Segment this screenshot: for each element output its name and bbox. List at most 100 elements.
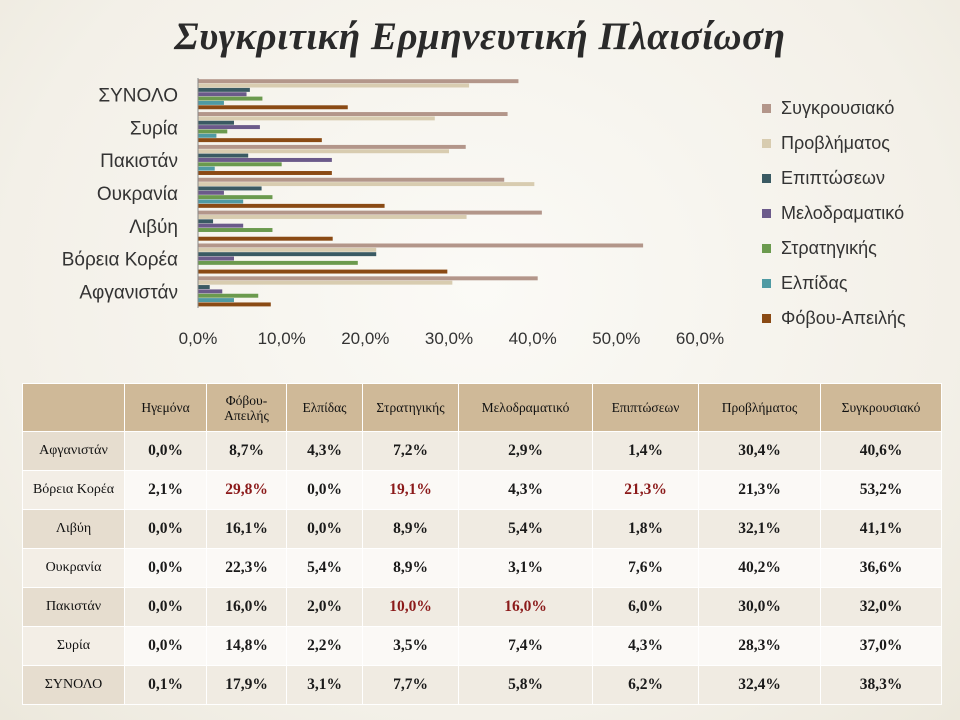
x-tick-label: 30,0% <box>425 329 473 348</box>
bar <box>198 285 210 289</box>
table-cell: 3,1% <box>286 665 363 705</box>
bar <box>198 83 470 88</box>
legend-swatch <box>762 209 771 218</box>
table-cell: 4,3% <box>592 626 699 666</box>
table-row: Βόρεια Κορέα 2,1% 29,8% 0,0% 19,1% 4,3% 21,3% 2… <box>22 470 942 510</box>
table-cell: 19,1% <box>362 470 459 510</box>
bar <box>198 125 260 130</box>
table-cell: 3,5% <box>362 626 459 666</box>
table-cell: 14,8% <box>206 626 287 666</box>
table-row: Αφγανιστάν 0,0% 8,7% 4,3% 7,2% 2,9% 1,4% 30,4% 4… <box>22 431 942 471</box>
bar <box>198 256 234 261</box>
bar <box>198 214 467 219</box>
table-cell: 1,4% <box>592 431 699 471</box>
bar <box>198 298 234 303</box>
table-cell: 3,1% <box>458 548 593 588</box>
bar <box>198 105 348 110</box>
table-cell: 30,4% <box>698 431 821 471</box>
bar <box>198 199 244 204</box>
bar <box>198 195 273 200</box>
table-row-label: Συρία <box>22 626 125 666</box>
table-cell: 17,9% <box>206 665 287 705</box>
table-cell: 6,0% <box>592 587 699 627</box>
table-cell: 5,4% <box>458 509 593 549</box>
bar <box>198 228 273 232</box>
x-tick-label: 60,0% <box>676 329 724 348</box>
table-cell: 7,2% <box>362 431 459 471</box>
table-cell: 0,0% <box>124 587 207 627</box>
table-cell: 21,3% <box>592 470 699 510</box>
table-cell: 7,7% <box>362 665 459 705</box>
table-row-label: ΣΥΝΟΛΟ <box>22 665 125 705</box>
bar <box>198 120 234 125</box>
table-cell: 0,0% <box>124 431 207 471</box>
table-row: Ουκρανία 0,0% 22,3% 5,4% 8,9% 3,1% 7,6% 40,2% 36… <box>22 548 942 588</box>
table-cell: 7,4% <box>458 626 593 666</box>
table-header-cell: Προβλήματος <box>698 383 821 432</box>
bar <box>198 269 448 274</box>
bar <box>198 219 214 224</box>
table-corner-cell <box>22 383 125 432</box>
comparative-framing-table: Ηγεμόνα Φόβου-Απειλής Ελπίδας Στρατηγική… <box>22 383 942 705</box>
bar <box>198 129 228 134</box>
table-cell: 22,3% <box>206 548 287 588</box>
table-cell: 16,1% <box>206 509 287 549</box>
table-cell: 36,6% <box>820 548 942 588</box>
bar <box>198 133 217 138</box>
table-cell: 32,4% <box>698 665 821 705</box>
bar <box>198 247 377 252</box>
bar <box>198 182 535 187</box>
bar <box>198 166 215 171</box>
table-cell: 7,6% <box>592 548 699 588</box>
table-header-row: Ηγεμόνα Φόβου-Απειλής Ελπίδας Στρατηγική… <box>22 383 942 432</box>
x-tick-label: 10,0% <box>258 329 306 348</box>
bar <box>198 186 262 191</box>
category-tick-label: Λιβύη <box>129 217 178 238</box>
legend-label: Φόβου-Απειλής <box>781 308 906 328</box>
legend-label: Επιπτώσεων <box>781 168 885 188</box>
table-cell: 32,0% <box>820 587 942 627</box>
category-tick-label: Αφγανιστάν <box>79 283 178 304</box>
table-cell: 0,0% <box>286 470 363 510</box>
category-tick-label: Συρία <box>130 118 178 139</box>
bar <box>198 203 385 208</box>
bar <box>198 79 519 84</box>
table-cell: 30,0% <box>698 587 821 627</box>
table-header-cell: Μελοδραματικό <box>458 383 593 432</box>
table-cell: 1,8% <box>592 509 699 549</box>
table-header-cell: Φόβου-Απειλής <box>206 383 287 432</box>
table-row-label: Αφγανιστάν <box>22 431 125 471</box>
category-tick-label: Ουκρανία <box>97 184 178 205</box>
bar <box>198 280 453 285</box>
legend-swatch <box>762 139 771 148</box>
table-cell: 5,8% <box>458 665 593 705</box>
bar <box>198 171 332 175</box>
table-cell: 8,9% <box>362 509 459 549</box>
category-tick-label: ΣΥΝΟΛΟ <box>98 85 178 106</box>
x-tick-label: 40,0% <box>509 329 557 348</box>
bar <box>198 96 263 101</box>
x-tick-label: 20,0% <box>341 329 389 348</box>
table-cell: 0,1% <box>124 665 207 705</box>
table-cell: 0,0% <box>124 548 207 588</box>
bar <box>198 276 538 281</box>
table-cell: 16,0% <box>206 587 287 627</box>
table-cell: 0,0% <box>124 509 207 549</box>
table-row-label: Βόρεια Κορέα <box>22 470 125 510</box>
bar <box>198 87 250 92</box>
legend-swatch <box>762 174 771 183</box>
table-row-label: Λιβύη <box>22 509 125 549</box>
bar <box>198 252 377 257</box>
bar <box>198 100 224 105</box>
bar <box>198 144 466 149</box>
category-tick-label: Βόρεια Κορέα <box>62 250 178 271</box>
table-cell: 16,0% <box>458 587 593 627</box>
bar <box>198 177 505 182</box>
table-cell: 0,0% <box>286 509 363 549</box>
table-cell: 10,0% <box>362 587 459 627</box>
table-cell: 41,1% <box>820 509 942 549</box>
table-cell: 5,4% <box>286 548 363 588</box>
bar <box>198 236 333 241</box>
table-cell: 53,2% <box>820 470 942 510</box>
bar <box>198 138 322 143</box>
